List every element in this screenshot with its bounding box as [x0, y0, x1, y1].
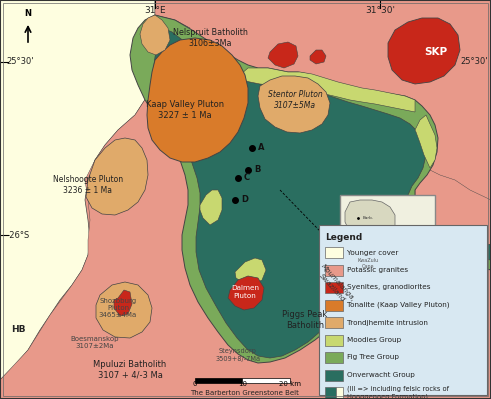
Bar [336, 387, 343, 398]
Polygon shape [345, 200, 395, 240]
FancyBboxPatch shape [340, 195, 435, 275]
Text: SKP: SKP [424, 47, 448, 57]
FancyBboxPatch shape [319, 225, 487, 395]
Text: N: N [25, 9, 31, 18]
Text: C: C [244, 174, 250, 182]
Bar [325, 352, 343, 363]
Text: Nelspruit Batholith
3106±3Ma: Nelspruit Batholith 3106±3Ma [172, 28, 247, 48]
Text: Shozbburg
Pluton
3465±4Ma: Shozbburg Pluton 3465±4Ma [99, 298, 137, 318]
Text: Mpuluzi Batholith
3107 + 4/-3 Ma: Mpuluzi Batholith 3107 + 4/-3 Ma [93, 360, 166, 380]
Text: Nelshoogte Pluton
3236 ± 1 Ma: Nelshoogte Pluton 3236 ± 1 Ma [53, 175, 123, 195]
Polygon shape [130, 15, 491, 363]
Text: Moodies Group: Moodies Group [347, 337, 401, 343]
Polygon shape [228, 276, 264, 310]
Polygon shape [86, 138, 148, 215]
Text: Tonalite (Kaap Valley Pluton): Tonalite (Kaap Valley Pluton) [347, 302, 449, 308]
Bar [325, 282, 343, 293]
Text: D: D [241, 196, 248, 205]
Text: Onverwacht Group: Onverwacht Group [347, 372, 415, 378]
Polygon shape [310, 50, 326, 64]
Text: Kaap Valley Pluton
3227 ± 1 Ma: Kaap Valley Pluton 3227 ± 1 Ma [146, 100, 224, 120]
Polygon shape [388, 18, 460, 84]
Polygon shape [140, 15, 170, 55]
Bar [325, 265, 343, 275]
Text: 10: 10 [238, 381, 247, 387]
Text: Stentor Pluton
3107±5Ma: Stentor Pluton 3107±5Ma [268, 90, 323, 110]
Polygon shape [96, 282, 152, 338]
Text: Barb.: Barb. [363, 216, 374, 220]
Text: Legend: Legend [325, 233, 362, 242]
Text: Dalmen
Pluton: Dalmen Pluton [231, 286, 259, 298]
Text: Fig Tree Group: Fig Tree Group [347, 354, 399, 361]
Text: Boesmanskop
3107±2Ma: Boesmanskop 3107±2Ma [71, 336, 119, 348]
Bar [325, 387, 336, 398]
Polygon shape [268, 42, 298, 68]
Text: Mpumalanga,
Swaziland: Mpumalanga, Swaziland [314, 263, 356, 307]
Text: 0: 0 [193, 381, 197, 387]
Bar [325, 300, 343, 310]
Polygon shape [147, 38, 248, 162]
Text: Steynsdorp
3509+8/-7Ma: Steynsdorp 3509+8/-7Ma [216, 348, 261, 361]
Text: 31°E: 31°E [144, 6, 166, 15]
Bar [195, 378, 243, 383]
Polygon shape [415, 115, 437, 168]
Text: KwaZulu
Cape: KwaZulu Cape [357, 258, 379, 269]
Text: A: A [258, 144, 265, 152]
Text: 25°30': 25°30' [460, 57, 488, 67]
Polygon shape [0, 0, 190, 380]
Text: 25°30': 25°30' [6, 57, 33, 67]
Text: 20 km: 20 km [279, 381, 301, 387]
Text: B: B [254, 166, 260, 174]
Polygon shape [258, 76, 330, 133]
Text: –26°S: –26°S [6, 231, 30, 239]
Text: Syenites, granodiorites: Syenites, granodiorites [347, 284, 431, 290]
Text: 31°30': 31°30' [365, 6, 395, 15]
Bar [325, 369, 343, 381]
Text: Piggs Peak
Batholith: Piggs Peak Batholith [282, 310, 327, 330]
Text: Trondjhemite intrusion: Trondjhemite intrusion [347, 320, 428, 326]
Polygon shape [200, 190, 222, 225]
Bar [325, 247, 343, 258]
Bar [243, 378, 290, 383]
Bar [325, 334, 343, 346]
Text: HB: HB [11, 326, 25, 334]
Polygon shape [153, 28, 491, 358]
Text: Potassic granites: Potassic granites [347, 267, 408, 273]
Polygon shape [240, 68, 415, 112]
Polygon shape [114, 290, 132, 316]
Text: (III => including felsic rocks of
Hooggenoeg Formation): (III => including felsic rocks of Hoogge… [347, 385, 449, 399]
Text: The Barberton Greenstone Belt: The Barberton Greenstone Belt [191, 390, 300, 396]
Text: Younger cover: Younger cover [347, 249, 398, 255]
Polygon shape [235, 258, 266, 285]
Bar [325, 317, 343, 328]
